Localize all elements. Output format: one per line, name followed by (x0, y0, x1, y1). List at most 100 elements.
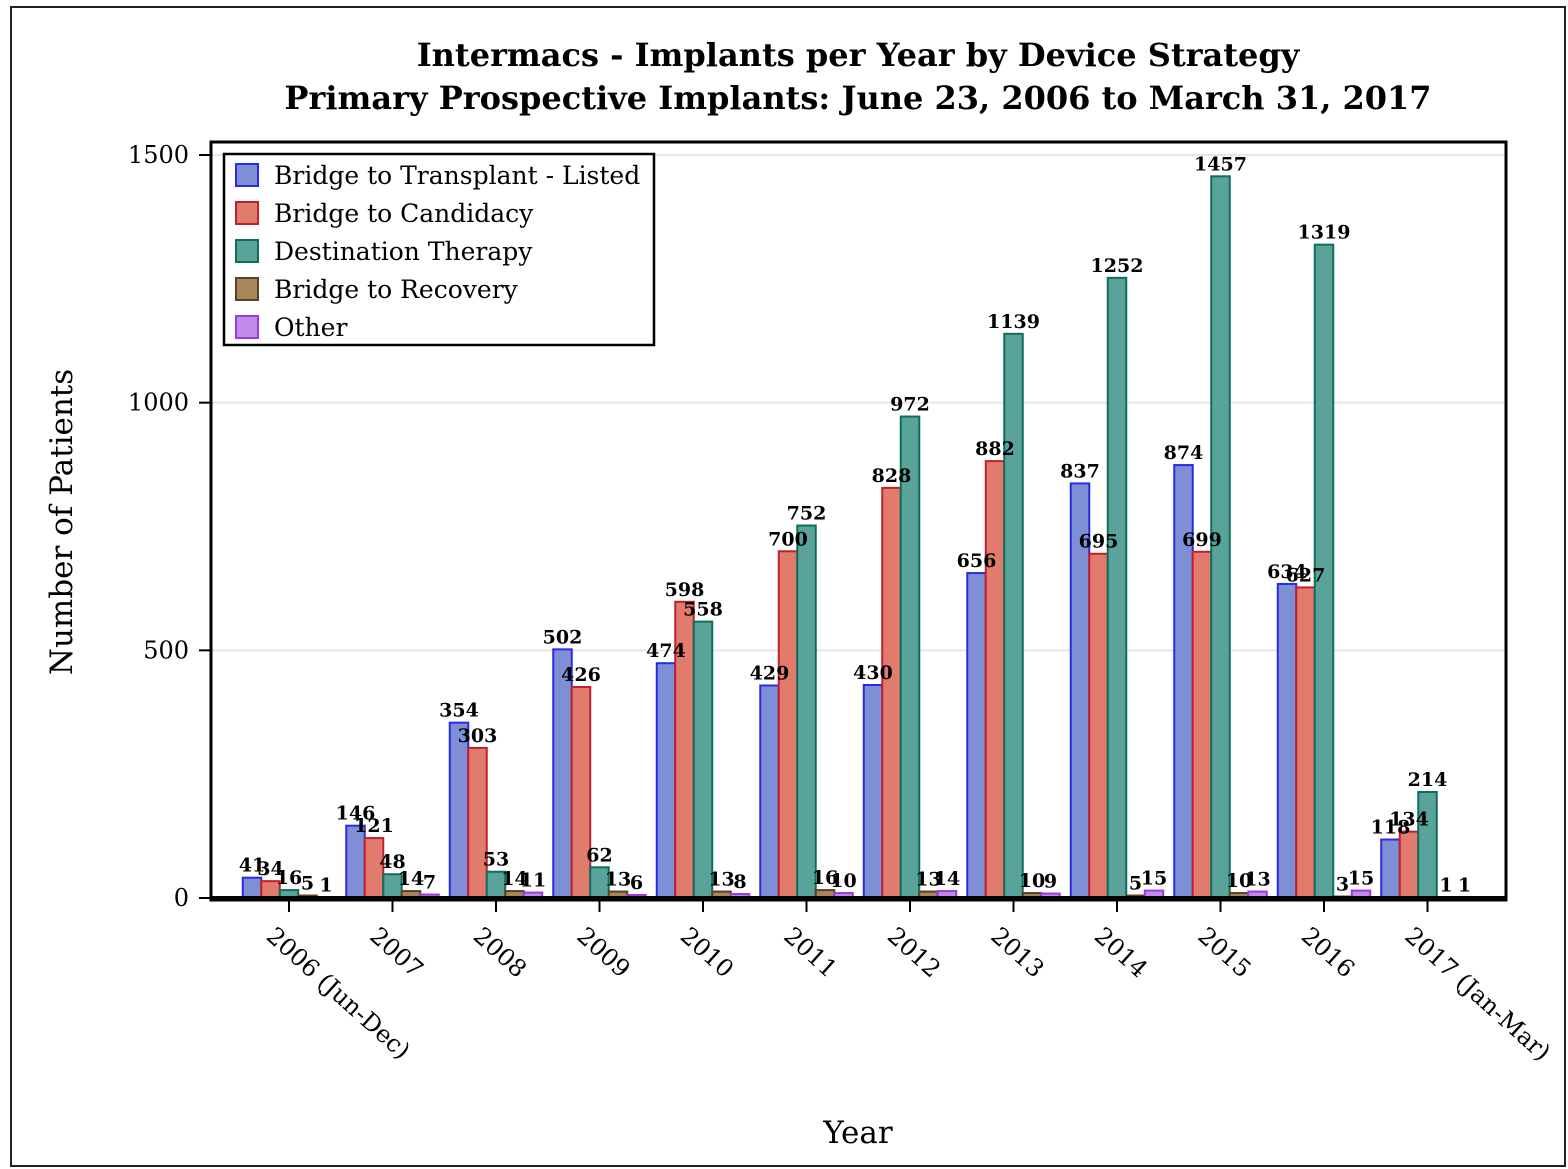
bars-group (241, 175, 1475, 900)
data-label: 6 (630, 872, 643, 894)
x-tick-label: 2007 (364, 922, 428, 984)
bar (1088, 552, 1109, 899)
data-label: 426 (561, 664, 601, 686)
legend-swatch (235, 239, 259, 263)
bar (1106, 276, 1128, 899)
data-label: 972 (890, 394, 930, 416)
data-label: 474 (646, 640, 686, 662)
data-label: 118 (1371, 817, 1411, 839)
data-label: 11 (520, 870, 546, 892)
data-label: 53 (483, 849, 509, 871)
data-label: 13 (915, 869, 941, 891)
data-label: 882 (975, 438, 1015, 460)
bar (570, 685, 592, 899)
bar (796, 524, 817, 899)
legend-entry-label: Bridge to Recovery (274, 275, 519, 304)
bar (1398, 830, 1420, 899)
x-tick-label: 2013 (985, 922, 1049, 984)
data-label: 828 (872, 465, 912, 487)
data-label: 874 (1164, 442, 1204, 464)
data-label: 10 (1226, 870, 1252, 892)
x-axis-title: Year (822, 1115, 893, 1151)
bar (655, 662, 677, 899)
data-label: 1457 (1194, 153, 1247, 175)
data-label: 7 (423, 872, 436, 894)
data-label: 3 (1336, 874, 1349, 896)
data-label: 14 (398, 868, 424, 890)
bar (899, 415, 921, 899)
data-label: 1139 (987, 311, 1040, 333)
data-label: 1 (1439, 875, 1452, 897)
data-label: 430 (853, 662, 893, 684)
data-label: 656 (957, 550, 997, 572)
bar (692, 620, 714, 899)
bar (862, 684, 884, 899)
data-label: 214 (1408, 769, 1448, 791)
bar (1191, 550, 1213, 900)
bar (241, 876, 263, 900)
x-tick-label: 2014 (1089, 922, 1153, 984)
data-label: 558 (683, 599, 723, 621)
data-label: 16 (276, 867, 302, 889)
data-label: 354 (439, 700, 479, 722)
y-tick-label: 1500 (128, 141, 189, 169)
data-label: 13 (708, 869, 734, 891)
bar (1295, 586, 1316, 900)
data-label: 10 (830, 870, 856, 892)
legend-swatch (235, 201, 259, 225)
data-label: 837 (1060, 460, 1100, 482)
x-tick-label: 2012 (882, 922, 946, 984)
x-axis: 2006 (Jun-Dec)2007 2008 2009 2010 2011 2012 20… (211, 896, 1556, 1067)
x-tick-label: 2015 (1192, 922, 1256, 984)
chart-title: Intermacs - Implants per Year by Device … (417, 36, 1301, 74)
data-label: 695 (1079, 531, 1119, 553)
data-label: 146 (336, 803, 376, 825)
data-label: 14 (501, 868, 527, 890)
data-label: 9 (1044, 871, 1057, 893)
data-label: 1 (1458, 875, 1471, 897)
data-label: 16 (812, 867, 838, 889)
x-tick-label: 2010 (675, 922, 739, 984)
x-tick-label: 2016 (1296, 922, 1360, 984)
data-label: 634 (1267, 561, 1307, 583)
x-tick-label: 2009 (571, 922, 635, 984)
bar (777, 550, 799, 899)
data-label: 8 (733, 871, 746, 893)
data-label: 5 (301, 873, 314, 895)
legend-entry-label: Bridge to Candidacy (274, 199, 534, 228)
data-label: 14 (934, 868, 960, 890)
data-label: 62 (586, 844, 612, 866)
bar (1003, 332, 1024, 900)
legend-box (222, 152, 656, 347)
bar (448, 721, 470, 899)
data-label: 15 (1348, 868, 1374, 890)
data-label: 699 (1182, 529, 1222, 551)
legend: Bridge to Transplant - Listed Bridge to C… (222, 152, 656, 347)
y-tick-label: 0 (174, 884, 189, 912)
data-label: 13 (1244, 869, 1270, 891)
y-tick-label: 1000 (128, 389, 189, 417)
data-label: 1252 (1091, 255, 1144, 277)
x-tick-label: 2008 (468, 922, 532, 984)
bar (1276, 582, 1298, 899)
data-label: 5 (1129, 873, 1142, 895)
data-label: 502 (543, 626, 583, 648)
data-label: 700 (768, 528, 808, 550)
data-label: 41 (239, 855, 265, 877)
legend-swatch (235, 277, 259, 301)
data-label: 15 (1141, 868, 1167, 890)
x-tick-label: 2011 (778, 922, 842, 984)
data-label: 752 (787, 503, 827, 525)
data-label: 1319 (1298, 222, 1351, 244)
x-tick-label: 2017 (Jan-Mar) (1399, 922, 1555, 1067)
data-label: 48 (379, 851, 405, 873)
data-label: 627 (1286, 564, 1326, 586)
y-axis-title: Number of Patients (44, 369, 80, 675)
bar (1380, 838, 1401, 899)
chart-subtitle: Primary Prospective Implants: June 23, 2… (284, 79, 1431, 117)
legend-entry-label: Other (274, 313, 347, 342)
data-label: 34 (257, 858, 283, 880)
data-label: 134 (1389, 809, 1429, 831)
bar (966, 572, 987, 899)
